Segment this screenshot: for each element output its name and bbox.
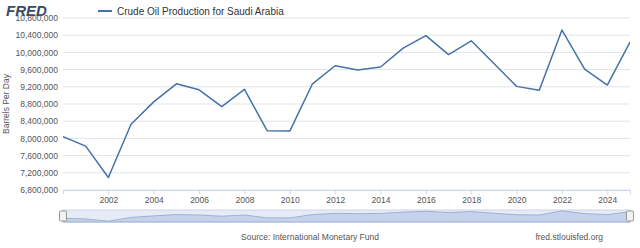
x-tick-mark: [108, 190, 109, 194]
y-axis-title: Barrels Per Day: [1, 73, 11, 134]
y-tick-label: 10,400,000: [15, 30, 58, 40]
grid-line: [63, 138, 630, 139]
grid-line: [63, 18, 630, 19]
navigator-series: [63, 211, 630, 222]
y-tick-label: 7,200,000: [20, 168, 58, 178]
y-tick: 6,800,000: [20, 185, 63, 195]
x-tick: 2012: [326, 190, 345, 205]
x-tick-mark: [426, 190, 427, 194]
y-tick-label: 10,800,000: [15, 13, 58, 23]
x-axis-line: [64, 191, 631, 195]
navigator[interactable]: [60, 210, 634, 222]
y-tick-label: 10,000,000: [15, 48, 58, 58]
x-tick: 2018: [462, 190, 481, 205]
x-tick-label: 2010: [281, 195, 300, 205]
y-tick: 9,600,000: [20, 65, 63, 75]
y-tick: 8,000,000: [20, 134, 63, 144]
y-tick: 7,600,000: [20, 151, 63, 161]
navigator-handle[interactable]: [627, 211, 634, 221]
x-tick-mark: [335, 190, 336, 194]
x-tick-mark: [154, 190, 155, 194]
grid-line: [63, 155, 630, 156]
x-tick-mark: [607, 190, 608, 194]
x-tick-mark: [471, 190, 472, 194]
x-tick-mark: [562, 190, 563, 194]
grid-line: [63, 52, 630, 53]
chart: FREDCrude Oil Production for Saudi Arabi…: [0, 0, 640, 248]
y-tick-label: 9,600,000: [20, 65, 58, 75]
legend-swatch: [98, 10, 112, 12]
y-tick: 10,000,000: [15, 48, 63, 58]
y-axis-line: [63, 19, 64, 191]
x-tick-label: 2024: [598, 195, 617, 205]
y-tick: 10,800,000: [15, 13, 63, 23]
x-axis: 2002 2004 2006 2008 2010 2012 2014 2016 2018 2020…: [64, 190, 631, 205]
x-tick: 2016: [417, 190, 436, 205]
plot-area: [63, 30, 630, 177]
x-tick-label: 2004: [145, 195, 164, 205]
y-tick-label: 8,000,000: [20, 134, 58, 144]
y-tick: 8,800,000: [20, 99, 63, 109]
y-tick: 8,400,000: [20, 116, 63, 126]
y-axis: 6,800,000 7,200,000 7,600,000 8,000,000 8,40…: [15, 13, 63, 195]
x-tick: 2022: [553, 190, 572, 205]
x-tick-label: 2018: [462, 195, 481, 205]
x-tick-label: 2006: [190, 195, 209, 205]
x-tick: 2014: [372, 190, 391, 205]
data-line: [63, 30, 630, 177]
navigator-handle[interactable]: [60, 211, 67, 221]
x-tick-mark: [244, 190, 245, 194]
grid-line: [63, 35, 630, 36]
x-tick: 2004: [145, 190, 164, 205]
source: Source: International Monetary Fund: [241, 232, 379, 242]
x-tick: 2008: [235, 190, 254, 205]
grid-line: [63, 104, 630, 105]
credit[interactable]: fred.stlouisfed.org: [535, 232, 603, 242]
x-tick-label: 2012: [326, 195, 345, 205]
y-tick-label: 7,600,000: [20, 151, 58, 161]
y-tick-label: 8,800,000: [20, 99, 58, 109]
grid-line: [63, 121, 630, 122]
x-tick: 2006: [190, 190, 209, 205]
grid: [63, 18, 630, 190]
x-tick: 2002: [99, 190, 118, 205]
y-tick: 9,200,000: [20, 82, 63, 92]
x-tick-mark: [381, 190, 382, 194]
y-tick-label: 8,400,000: [20, 116, 58, 126]
x-tick-label: 2020: [508, 195, 527, 205]
y-tick: 10,400,000: [15, 30, 63, 40]
navigator-background[interactable]: [63, 210, 630, 222]
x-tick: 2024: [598, 190, 617, 205]
x-tick: 2020: [508, 190, 527, 205]
y-tick-label: 9,200,000: [20, 82, 58, 92]
x-tick-label: 2016: [417, 195, 436, 205]
y-tick: 7,200,000: [20, 168, 63, 178]
x-tick-mark: [199, 190, 200, 194]
grid-line: [63, 172, 630, 173]
x-tick-mark: [290, 190, 291, 194]
grid-line: [63, 86, 630, 87]
x-tick-label: 2022: [553, 195, 572, 205]
grid-line: [63, 69, 630, 70]
legend: Crude Oil Production for Saudi Arabia: [98, 6, 284, 17]
x-tick-label: 2002: [99, 195, 118, 205]
legend-label: Crude Oil Production for Saudi Arabia: [117, 6, 284, 17]
x-tick-label: 2008: [235, 195, 254, 205]
y-tick-label: 6,800,000: [20, 185, 58, 195]
x-tick-mark: [517, 190, 518, 194]
x-tick-label: 2014: [372, 195, 391, 205]
x-tick: 2010: [281, 190, 300, 205]
